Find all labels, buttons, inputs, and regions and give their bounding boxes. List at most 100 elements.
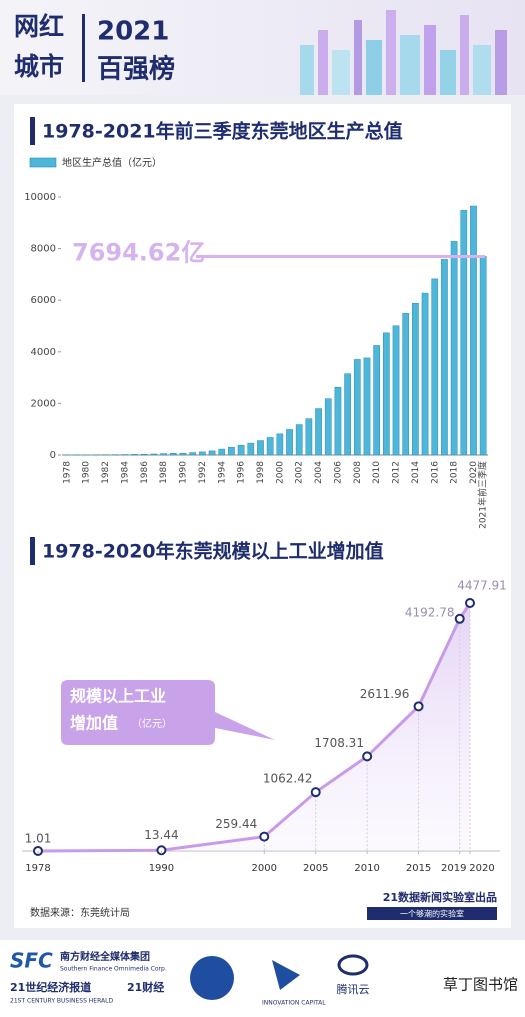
bar	[402, 313, 410, 456]
x-tick-label: 1988	[159, 461, 169, 484]
data-label: 1062.42	[263, 772, 313, 786]
bar	[421, 292, 429, 456]
legend-swatch	[29, 157, 57, 168]
skyline	[300, 10, 507, 95]
data-label: 2611.96	[360, 687, 410, 701]
x-tick-label: 2016	[430, 461, 440, 484]
x-tick-label: 2021年前三季度	[477, 461, 489, 529]
footer-cloud: 腾讯云	[337, 982, 370, 996]
x-tick-label: 2015	[406, 863, 431, 874]
y-tick-label: 2000	[31, 398, 56, 409]
bar	[228, 447, 235, 456]
point	[413, 701, 424, 712]
bar	[460, 210, 468, 456]
x-tick-label: 2000	[275, 461, 285, 484]
y-tick-label: 4000	[31, 347, 56, 358]
data-label: 259.44	[215, 817, 257, 831]
x-tick-label: 2014	[411, 461, 421, 484]
y-tick-label: 8000	[31, 244, 56, 255]
x-tick-label: 1980	[82, 461, 92, 484]
x-tick-label: 1982	[101, 461, 111, 484]
bar	[295, 424, 303, 456]
bar	[450, 241, 458, 456]
x-tick-label: 1986	[140, 461, 150, 484]
source: 数据来源：东莞统计局	[30, 906, 130, 919]
point	[310, 787, 321, 798]
line	[37, 602, 472, 853]
y-tick-label: 10000	[24, 192, 56, 203]
x-tick-label: 1996	[237, 461, 247, 484]
bar	[382, 332, 390, 456]
x-tick-label: 2008	[353, 461, 363, 484]
x-tick-label: 2002	[295, 461, 305, 484]
legend-label: 地区生产总值（亿元）	[62, 156, 162, 169]
callout-text: 规模以上工业	[70, 687, 166, 706]
title-marker	[30, 537, 35, 565]
bar	[266, 437, 274, 456]
bar	[208, 450, 216, 456]
bar	[286, 429, 293, 456]
x-tick-label: 2012	[392, 461, 402, 484]
credit-bar	[367, 907, 497, 920]
logo-top: 网红	[14, 12, 64, 41]
callout-box	[61, 680, 275, 745]
x-tick-label: 2020	[469, 461, 479, 484]
footer-group: 南方财经全媒体集团	[60, 950, 150, 963]
bar	[353, 359, 361, 456]
bar	[131, 454, 138, 456]
x-tick-label: 2004	[314, 461, 324, 484]
point	[465, 598, 475, 608]
watermark: 草丁图书馆	[443, 976, 518, 994]
bar	[373, 345, 381, 456]
footer-bg	[0, 940, 525, 1017]
bar	[412, 303, 419, 456]
chart-title: 1978-2021年前三季度东莞地区生产总值	[42, 120, 403, 143]
bar	[276, 433, 284, 456]
footer-group-en: Southern Finance Omnimedia Corp.	[60, 966, 167, 973]
callout-unit: （亿元）	[132, 717, 172, 730]
bar	[344, 373, 351, 456]
x-tick-label: 1990	[179, 461, 189, 484]
bar	[160, 453, 168, 456]
callout: 规模以上工业增加值 （亿元）	[61, 680, 275, 745]
bar	[470, 205, 477, 456]
x-tick-label: 2019	[441, 863, 466, 874]
bar	[257, 440, 264, 456]
callout-text: 增加值	[70, 714, 118, 733]
bar	[247, 442, 255, 456]
x-tick-label: 2018	[450, 461, 460, 484]
point	[156, 845, 167, 856]
logo-bottom: 城市	[14, 52, 64, 81]
bar	[363, 357, 371, 456]
data-label: 13.44	[144, 828, 178, 842]
credit-subtitle: 一个够潮的实验室	[400, 909, 464, 919]
x-tick-label: 2005	[303, 863, 328, 874]
chart-title: 1978-2020年东莞规模以上工业增加值	[42, 540, 384, 563]
x-tick-label: 2010	[354, 863, 379, 874]
point	[33, 845, 43, 856]
x-tick-label: 1994	[217, 461, 227, 484]
bar	[479, 256, 487, 456]
bar	[199, 451, 206, 456]
x-tick-label: 2006	[333, 461, 343, 484]
x-tick-label: 1984	[120, 461, 130, 484]
footer-cloud-icon	[337, 954, 369, 976]
y-tick-label: 6000	[31, 295, 56, 306]
point	[362, 751, 373, 762]
bar	[334, 386, 342, 456]
y-tick-label: 0	[50, 450, 56, 461]
footer-emblem	[190, 956, 234, 1000]
header-title: 百强榜	[97, 54, 175, 85]
bar	[305, 418, 313, 456]
footer-herald-en: 21ST CENTURY BUSINESS HERALD	[10, 998, 113, 1005]
bar	[431, 278, 439, 456]
data-label: 1.01	[25, 831, 52, 845]
bar	[237, 444, 245, 456]
header-bg	[0, 0, 525, 95]
bar	[169, 453, 177, 456]
footer-app: 21财经	[127, 980, 164, 994]
footer-herald: 21世纪经济报道	[10, 980, 91, 994]
area	[38, 603, 470, 851]
